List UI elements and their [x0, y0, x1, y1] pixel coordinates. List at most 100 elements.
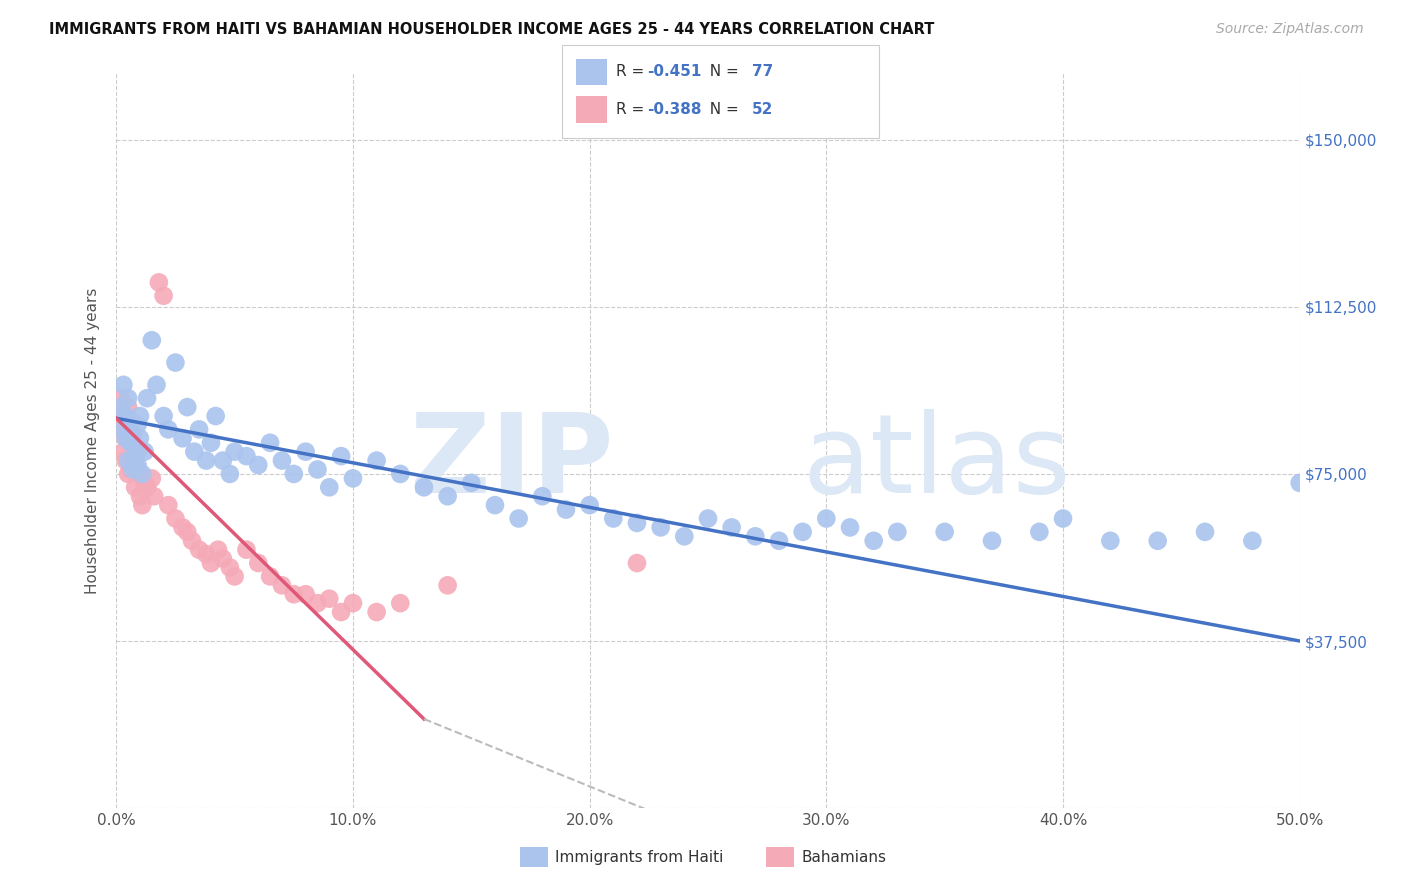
Point — [176, 400, 198, 414]
Point — [460, 475, 482, 490]
Point — [124, 480, 146, 494]
Text: IMMIGRANTS FROM HAITI VS BAHAMIAN HOUSEHOLDER INCOME AGES 25 - 44 YEARS CORRELAT: IMMIGRANTS FROM HAITI VS BAHAMIAN HOUSEH… — [49, 22, 935, 37]
Point — [117, 467, 139, 481]
Point — [181, 533, 204, 548]
Point — [195, 547, 218, 561]
Point — [143, 489, 166, 503]
Text: Source: ZipAtlas.com: Source: ZipAtlas.com — [1216, 22, 1364, 37]
Point — [259, 435, 281, 450]
Point — [127, 458, 149, 472]
Text: atlas: atlas — [803, 409, 1071, 516]
Point — [117, 391, 139, 405]
Point — [294, 587, 316, 601]
Point — [112, 413, 135, 427]
Point — [307, 462, 329, 476]
Point — [839, 520, 862, 534]
Point — [110, 400, 132, 414]
Point — [131, 498, 153, 512]
Point — [204, 409, 226, 423]
Point — [157, 498, 180, 512]
Point — [318, 480, 340, 494]
Point — [141, 333, 163, 347]
Point — [247, 556, 270, 570]
Point — [131, 467, 153, 481]
Point — [165, 355, 187, 369]
Point — [318, 591, 340, 606]
Point — [307, 596, 329, 610]
Text: -0.451: -0.451 — [647, 64, 702, 79]
Point — [531, 489, 554, 503]
Point — [1099, 533, 1122, 548]
Point — [934, 524, 956, 539]
Point — [815, 511, 838, 525]
Point — [247, 458, 270, 472]
Point — [436, 489, 458, 503]
Point — [697, 511, 720, 525]
Point — [188, 422, 211, 436]
Text: R =: R = — [616, 64, 650, 79]
Point — [117, 400, 139, 414]
Point — [389, 596, 412, 610]
Point — [207, 542, 229, 557]
Point — [157, 422, 180, 436]
Point — [152, 289, 174, 303]
Point — [114, 431, 136, 445]
Point — [792, 524, 814, 539]
Point — [1241, 533, 1264, 548]
Point — [508, 511, 530, 525]
Point — [1194, 524, 1216, 539]
Point — [200, 556, 222, 570]
Point — [172, 520, 194, 534]
Point — [235, 542, 257, 557]
Point — [768, 533, 790, 548]
Point — [578, 498, 600, 512]
Y-axis label: Householder Income Ages 25 - 44 years: Householder Income Ages 25 - 44 years — [86, 287, 100, 594]
Point — [136, 391, 159, 405]
Point — [152, 409, 174, 423]
Point — [129, 489, 152, 503]
Point — [127, 444, 149, 458]
Text: R =: R = — [616, 102, 650, 117]
Point — [389, 467, 412, 481]
Point — [120, 435, 142, 450]
Point — [366, 605, 388, 619]
Point — [555, 502, 578, 516]
Point — [219, 560, 242, 574]
Point — [121, 462, 143, 476]
Point — [626, 516, 648, 530]
Point — [436, 578, 458, 592]
Point — [134, 444, 156, 458]
Point — [673, 529, 696, 543]
Point — [211, 453, 233, 467]
Point — [136, 480, 159, 494]
Text: 77: 77 — [752, 64, 773, 79]
Point — [211, 551, 233, 566]
Text: ZIP: ZIP — [411, 409, 613, 516]
Point — [124, 449, 146, 463]
Text: N =: N = — [700, 102, 744, 117]
Point — [121, 426, 143, 441]
Point — [1028, 524, 1050, 539]
Point — [121, 449, 143, 463]
Point — [112, 422, 135, 436]
Point — [744, 529, 766, 543]
Point — [112, 444, 135, 458]
Point — [626, 556, 648, 570]
Point — [886, 524, 908, 539]
Point — [121, 426, 143, 441]
Point — [981, 533, 1004, 548]
Point — [271, 578, 294, 592]
Point — [124, 440, 146, 454]
Point — [112, 377, 135, 392]
Point — [120, 413, 142, 427]
Point — [602, 511, 624, 525]
Text: N =: N = — [700, 64, 744, 79]
Point — [129, 431, 152, 445]
Point — [200, 435, 222, 450]
Point — [413, 480, 436, 494]
Point — [330, 605, 353, 619]
Point — [195, 453, 218, 467]
Point — [224, 569, 246, 583]
Point — [114, 453, 136, 467]
Point — [219, 467, 242, 481]
